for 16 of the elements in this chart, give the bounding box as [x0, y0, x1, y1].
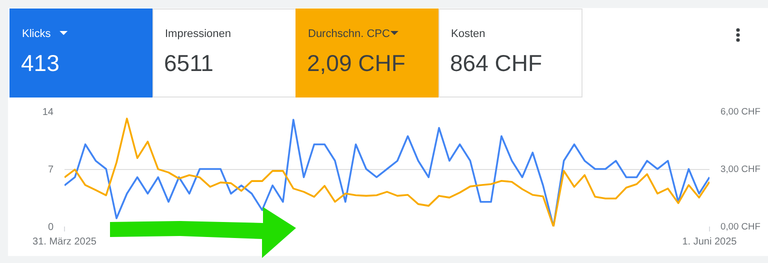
y2-tick-label: 6,00 CHF [720, 106, 761, 116]
category-label: Durchschn. CPC [308, 28, 390, 40]
y2-tick-label: 3,00 CHF [720, 164, 761, 174]
card: Impressionen 6511 [152, 8, 296, 98]
category-label: Klicks [22, 28, 52, 40]
y-tick-label: 14 [42, 107, 54, 118]
card: Kosten 864 CHF [438, 8, 582, 98]
x-tick-label: 1. Juni 2025 [682, 236, 738, 248]
category-label: Impressionen [165, 28, 232, 40]
category-label: Kosten [451, 28, 486, 40]
y-tick-label: 7 [48, 164, 54, 176]
card: Klicks 413 [10, 8, 154, 98]
y-tick-label: 0 [48, 222, 54, 233]
card: Durchschn. CPC 2,09 CHF [296, 8, 440, 98]
x-tick-label: 31. März 2025 [32, 236, 97, 248]
y2-tick-label: 0,00 CHF [720, 222, 761, 232]
